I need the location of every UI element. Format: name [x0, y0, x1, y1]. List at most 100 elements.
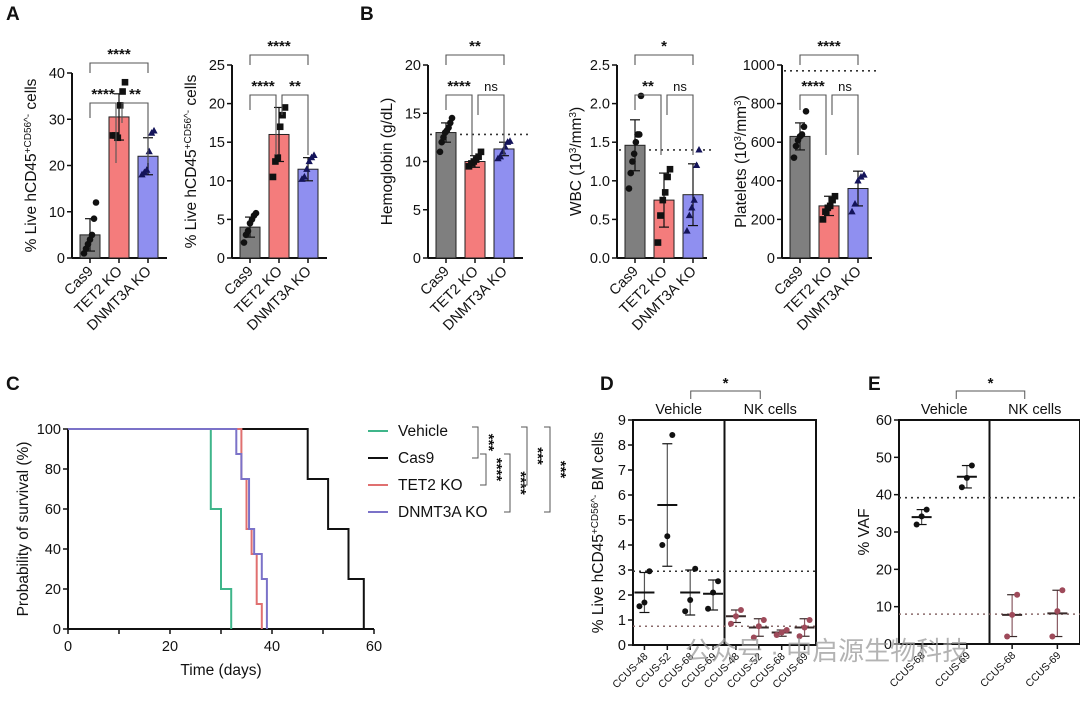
data-point [826, 202, 834, 210]
y-tick-label: 30 [49, 112, 65, 128]
data-point [659, 196, 667, 204]
data-point [800, 123, 808, 131]
data-point [269, 173, 277, 181]
data-point [760, 617, 767, 623]
data-point [682, 608, 689, 615]
y-tick-label: 50 [876, 450, 892, 466]
significance-label: **** [512, 471, 529, 495]
y-tick-label: 20 [49, 159, 65, 175]
data-point [88, 231, 96, 239]
data-point [690, 196, 698, 203]
y-tick-label: 0 [618, 638, 626, 654]
data-point [654, 239, 662, 246]
legend-comparison-bracket [544, 426, 551, 513]
y-tick-label: 10 [49, 205, 65, 221]
significance-bracket [445, 94, 473, 155]
data-point [963, 474, 970, 481]
y-tick-label: 5 [618, 513, 626, 529]
data-point [737, 607, 744, 613]
y-tick-label: 9 [618, 413, 626, 429]
y-tick-label: 2.5 [590, 58, 610, 74]
panel-label-b: B [360, 4, 374, 25]
y-tick-label: 10 [876, 600, 892, 616]
y-tick-label: 600 [751, 135, 775, 151]
data-point [790, 154, 798, 161]
data-point [506, 137, 514, 144]
y-tick-label: 15 [405, 106, 421, 122]
legend-comparison-bracket [472, 426, 479, 459]
significance-label: **** [488, 458, 505, 482]
data-point [90, 215, 98, 222]
y-tick-label: 60 [45, 502, 61, 518]
y-tick-label: 0 [413, 251, 421, 267]
data-point [783, 627, 790, 633]
y-axis-label: % Live hCD45+CD56^- cells [183, 74, 201, 248]
x-tick-label: 40 [264, 639, 280, 655]
legend-comparison-bracket [504, 453, 511, 513]
data-point [641, 599, 648, 606]
data-point [625, 185, 633, 192]
data-point [477, 148, 485, 156]
significance-label: **** [251, 78, 275, 95]
y-axis-label: % VAF [856, 508, 873, 555]
y-tick-label: 3 [618, 563, 626, 579]
data-point [913, 521, 920, 528]
legend-comparison-bracket [521, 426, 528, 486]
data-point [695, 145, 703, 153]
y-tick-label: 8 [618, 438, 626, 454]
data-point [918, 513, 925, 520]
significance-bracket [249, 94, 277, 155]
group-comparison-bracket [955, 390, 1026, 399]
y-axis-label: Platelets (103/mm3) [733, 95, 751, 228]
data-point [1004, 633, 1011, 640]
y-tick-label: 1.5 [590, 135, 610, 151]
panel-label-a: A [6, 4, 20, 25]
y-tick-label: 25 [209, 58, 225, 74]
significance-label: *** [480, 434, 497, 452]
data-point [114, 134, 122, 142]
y-tick-label: 1000 [743, 58, 775, 74]
data-point [848, 207, 856, 215]
significance-bracket [445, 54, 505, 65]
data-point [798, 131, 806, 138]
panel-label-c: C [6, 374, 20, 395]
data-point [436, 148, 444, 156]
significance-label: * [988, 375, 994, 392]
significance-label: ** [469, 38, 481, 55]
data-point [116, 102, 124, 109]
y-axis-label: % Live hCD45+CD56^- BM cells [590, 432, 608, 634]
y-tick-label: 0 [767, 251, 775, 267]
significance-bracket [89, 62, 149, 73]
y-tick-label: 80 [45, 462, 61, 478]
data-point [659, 542, 666, 548]
data-point [666, 165, 674, 173]
y-tick-label: 20 [209, 97, 225, 113]
y-tick-label: 15 [209, 135, 225, 151]
data-point [851, 200, 859, 207]
group-label: NK cells [744, 402, 797, 418]
y-tick-label: 0 [57, 251, 65, 267]
data-point [792, 142, 800, 150]
data-point [627, 169, 635, 177]
data-point [92, 199, 100, 206]
significance-label: ns [673, 79, 687, 94]
y-axis-label: % Live hCD45+CD56^- cells [23, 78, 41, 252]
y-tick-label: 0 [884, 637, 892, 653]
significance-label: ** [642, 78, 654, 95]
data-point [692, 161, 701, 168]
significance-label: * [723, 375, 729, 392]
significance-label: *** [552, 461, 569, 479]
y-tick-label: 40 [876, 488, 892, 504]
data-point [496, 152, 505, 160]
data-point [806, 617, 813, 623]
y-tick-label: 4 [618, 538, 626, 554]
data-point [145, 147, 153, 155]
data-point [669, 432, 676, 438]
bar [493, 148, 515, 259]
significance-label: **** [447, 78, 471, 95]
y-tick-label: 20 [876, 562, 892, 578]
x-tick-label: 0 [64, 639, 72, 655]
legend-label: DNMT3A KO [398, 504, 488, 521]
